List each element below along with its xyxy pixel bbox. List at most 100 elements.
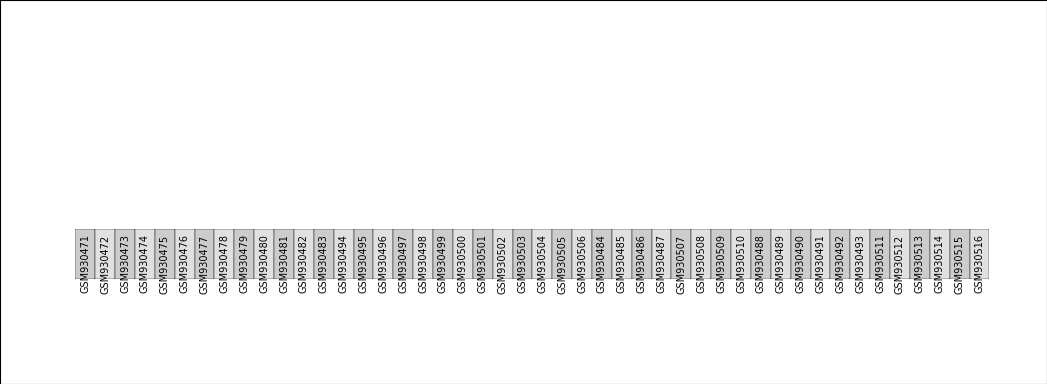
- Point: [275, 3, 292, 9]
- Bar: [850, 229, 870, 279]
- Bar: [314, 229, 334, 279]
- Point: [196, 3, 213, 9]
- Bar: [139, 152, 151, 229]
- Bar: [854, 86, 866, 229]
- Text: GSM930506: GSM930506: [577, 234, 587, 293]
- Legend: transformed count, percentile rank within the sample: transformed count, percentile rank withi…: [81, 356, 299, 384]
- Point: [574, 3, 591, 9]
- Text: GSM930490: GSM930490: [796, 234, 805, 293]
- Bar: [691, 229, 711, 279]
- Bar: [119, 152, 131, 229]
- Bar: [334, 229, 354, 279]
- Text: passive loading: passive loading: [670, 328, 752, 338]
- Bar: [651, 229, 671, 279]
- Bar: [830, 229, 850, 279]
- Text: GSM930499: GSM930499: [438, 234, 448, 293]
- Text: GSM930487: GSM930487: [656, 234, 667, 293]
- Point: [295, 3, 312, 9]
- Text: GSM930502: GSM930502: [497, 234, 508, 293]
- Bar: [914, 120, 926, 229]
- Bar: [655, 0, 668, 229]
- Point: [693, 3, 710, 9]
- Text: GSM930485: GSM930485: [617, 234, 627, 293]
- Bar: [199, 93, 210, 229]
- Bar: [572, 229, 592, 279]
- Bar: [235, 229, 254, 279]
- Bar: [576, 157, 588, 229]
- Bar: [159, 155, 171, 229]
- Bar: [354, 229, 374, 279]
- Text: GSM930501: GSM930501: [477, 234, 488, 293]
- Text: GSM930481: GSM930481: [279, 234, 289, 293]
- Bar: [354, 315, 592, 350]
- Bar: [215, 229, 235, 279]
- Text: GSM930508: GSM930508: [696, 234, 707, 293]
- Bar: [795, 90, 806, 229]
- Text: GSM930495: GSM930495: [358, 234, 369, 293]
- Bar: [417, 136, 429, 229]
- Bar: [731, 229, 751, 279]
- Point: [474, 3, 491, 9]
- Text: GSM930488: GSM930488: [756, 234, 766, 293]
- Bar: [219, 113, 230, 229]
- Bar: [75, 229, 95, 279]
- Bar: [338, 142, 350, 229]
- Text: passive loading: passive loading: [432, 328, 513, 338]
- Point: [96, 3, 113, 9]
- Bar: [596, 43, 608, 229]
- Point: [713, 3, 730, 9]
- Bar: [552, 229, 572, 279]
- Bar: [890, 229, 910, 279]
- Bar: [179, 211, 191, 229]
- Point: [315, 3, 332, 9]
- Bar: [735, 130, 747, 229]
- Bar: [711, 229, 731, 279]
- Bar: [950, 229, 970, 279]
- Point: [236, 3, 252, 9]
- Bar: [870, 229, 890, 279]
- Text: GSM930515: GSM930515: [955, 234, 964, 293]
- Text: GSM930482: GSM930482: [298, 234, 309, 293]
- Text: passive loading: passive loading: [889, 328, 971, 338]
- Bar: [755, 61, 766, 229]
- Point: [255, 3, 272, 9]
- Bar: [437, 120, 449, 229]
- Bar: [377, 155, 389, 229]
- Text: GSM930472: GSM930472: [101, 234, 110, 293]
- Bar: [636, 0, 648, 229]
- Bar: [516, 127, 529, 229]
- Bar: [274, 229, 294, 279]
- Point: [852, 3, 869, 9]
- Bar: [254, 229, 274, 279]
- Bar: [414, 229, 433, 279]
- Text: GSM930493: GSM930493: [855, 234, 865, 293]
- Bar: [259, 142, 270, 229]
- Bar: [616, 105, 628, 229]
- Bar: [99, 182, 111, 229]
- Bar: [954, 105, 965, 229]
- Text: GSM930476: GSM930476: [180, 234, 190, 293]
- Text: GSM930479: GSM930479: [240, 234, 249, 293]
- Text: GSM930514: GSM930514: [935, 234, 944, 293]
- Bar: [695, 78, 708, 229]
- Bar: [135, 229, 155, 279]
- Bar: [536, 136, 549, 229]
- Bar: [910, 229, 930, 279]
- Text: GSM930512: GSM930512: [895, 234, 905, 293]
- Bar: [751, 229, 771, 279]
- Text: time: time: [50, 292, 75, 302]
- Text: GSM930511: GSM930511: [875, 234, 885, 293]
- Point: [355, 3, 372, 9]
- Bar: [894, 125, 906, 229]
- Bar: [239, 132, 250, 229]
- Bar: [80, 152, 91, 229]
- Text: GSM930473: GSM930473: [120, 234, 130, 293]
- Bar: [675, 80, 688, 229]
- Text: 9-14 days: 9-14 days: [832, 292, 888, 302]
- Bar: [592, 229, 611, 279]
- Bar: [75, 315, 354, 350]
- Bar: [771, 229, 790, 279]
- Bar: [731, 279, 989, 315]
- Bar: [433, 229, 453, 279]
- Bar: [397, 155, 409, 229]
